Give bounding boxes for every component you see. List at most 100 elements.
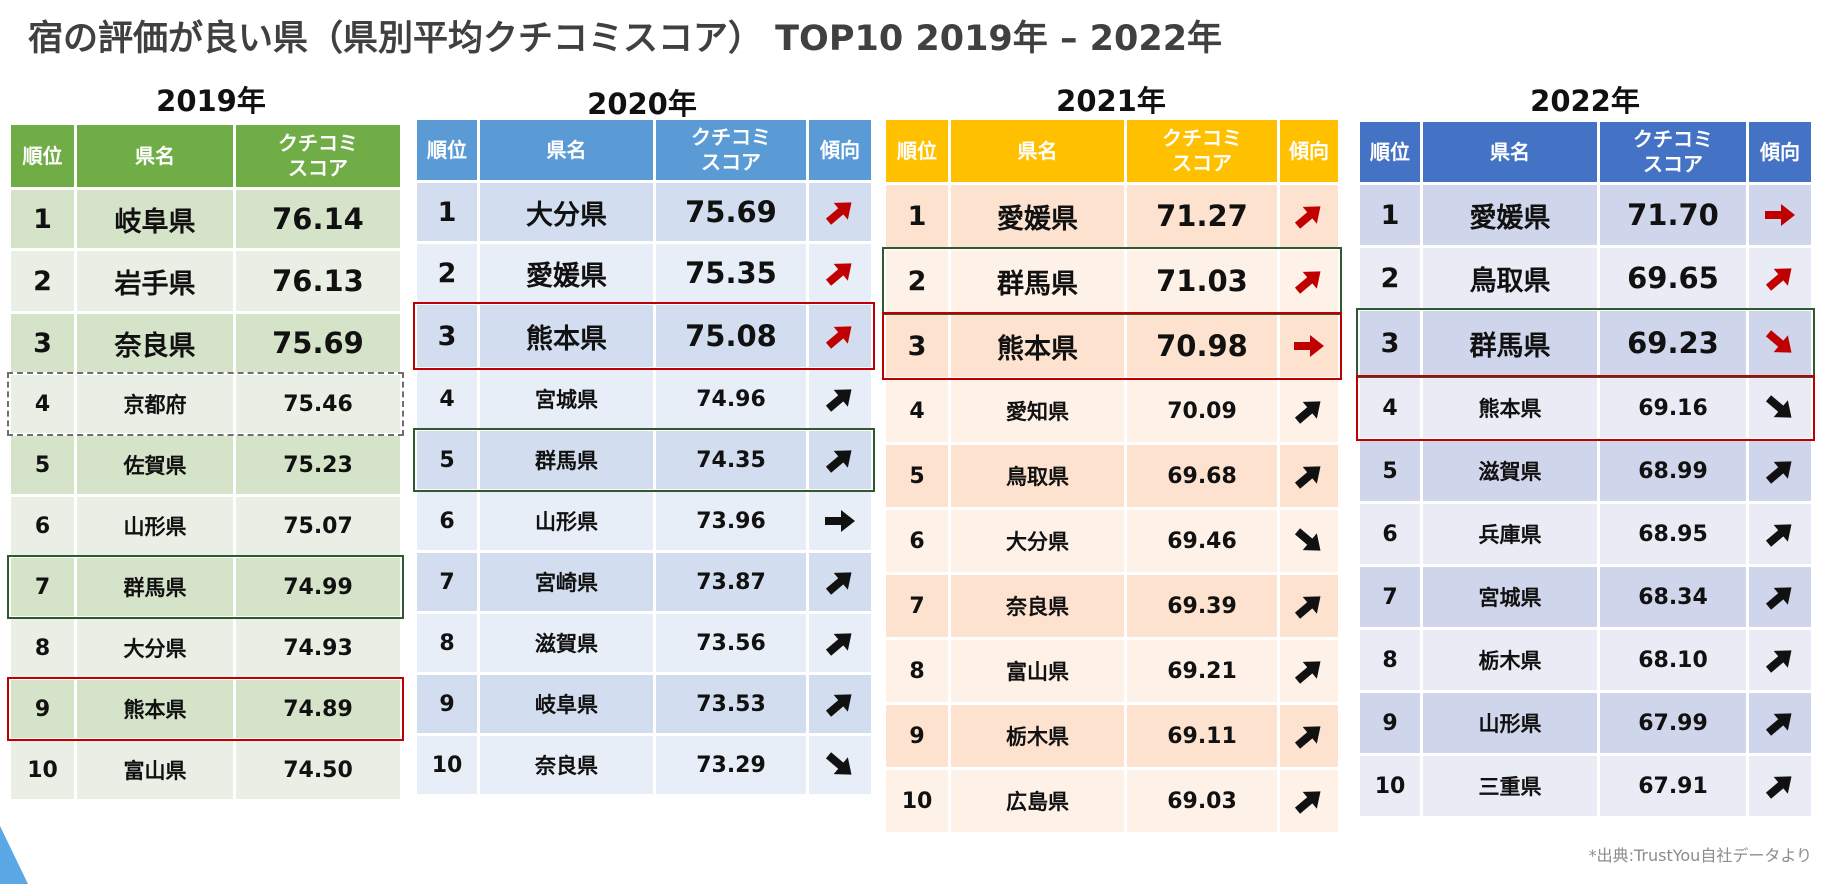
table-row: 7 群馬県 74.99 <box>11 558 400 616</box>
header-score: クチコミ スコア <box>236 125 400 187</box>
score-cell: 67.99 <box>1600 693 1746 753</box>
rank-cell: 4 <box>11 375 74 433</box>
table-row: 1 愛媛県 71.70 <box>1360 185 1811 245</box>
prefecture-cell: 鳥取県 <box>1423 248 1597 308</box>
score-cell: 70.09 <box>1127 380 1277 442</box>
rank-cell: 8 <box>11 619 74 677</box>
arrow-up-right-icon <box>1294 791 1321 814</box>
arrow-right-icon <box>825 510 855 532</box>
table-row: 2 岩手県 76.13 <box>11 251 400 311</box>
table-row: 8 大分県 74.93 <box>11 619 400 677</box>
ranking-table-2020: 順位 県名 クチコミ スコア 傾向 1 大分県 75.69 2 愛媛県 75.35 3 熊本県 75.0… <box>414 117 874 797</box>
trend-cell <box>1280 380 1338 442</box>
score-cell: 74.50 <box>236 741 400 799</box>
prefecture-cell: 群馬県 <box>951 250 1124 312</box>
prefecture-cell: 熊本県 <box>77 680 233 738</box>
prefecture-cell: 滋賀県 <box>480 614 653 672</box>
arrow-up-right-icon <box>1294 661 1321 684</box>
arrow-up-right-icon <box>1765 713 1792 736</box>
prefecture-cell: 宮城県 <box>1423 567 1597 627</box>
rank-cell: 9 <box>886 705 948 767</box>
prefecture-cell: 奈良県 <box>951 575 1124 637</box>
rank-cell: 4 <box>886 380 948 442</box>
rank-cell: 3 <box>11 314 74 372</box>
score-cell: 73.87 <box>656 553 806 611</box>
table-row: 1 大分県 75.69 <box>417 183 871 241</box>
prefecture-cell: 熊本県 <box>1423 378 1597 438</box>
rank-cell: 6 <box>11 497 74 555</box>
arrow-up-right-icon <box>1765 461 1792 484</box>
table-row: 2 群馬県 71.03 <box>886 250 1338 312</box>
rank-cell: 8 <box>886 640 948 702</box>
arrow-up-right-icon <box>825 633 852 656</box>
score-cell: 75.23 <box>236 436 400 494</box>
score-cell: 68.10 <box>1600 630 1746 690</box>
table-row: 3 群馬県 69.23 <box>1360 311 1811 375</box>
trend-cell <box>809 492 871 550</box>
trend-cell <box>809 614 871 672</box>
table-row: 8 栃木県 68.10 <box>1360 630 1811 690</box>
header-score: クチコミ スコア <box>1600 122 1746 182</box>
prefecture-cell: 愛媛県 <box>480 244 653 302</box>
year-label: 2019年 <box>156 84 266 118</box>
prefecture-cell: 群馬県 <box>1423 311 1597 375</box>
score-cell: 76.14 <box>236 190 400 248</box>
trend-cell <box>809 370 871 428</box>
trend-cell <box>1749 311 1811 375</box>
prefecture-cell: 滋賀県 <box>1423 441 1597 501</box>
trend-cell <box>1280 575 1338 637</box>
arrow-up-right-icon <box>1765 587 1792 610</box>
trend-cell <box>809 736 871 794</box>
rank-cell: 1 <box>886 185 948 247</box>
arrow-up-right-icon <box>825 572 852 595</box>
score-cell: 73.29 <box>656 736 806 794</box>
trend-cell <box>1280 445 1338 507</box>
table-row: 3 奈良県 75.69 <box>11 314 400 372</box>
table-row: 9 山形県 67.99 <box>1360 693 1811 753</box>
rank-cell: 5 <box>11 436 74 494</box>
table-row: 5 群馬県 74.35 <box>417 431 871 489</box>
score-cell: 69.16 <box>1600 378 1746 438</box>
prefecture-cell: 山形県 <box>480 492 653 550</box>
arrow-up-right-icon <box>825 263 852 286</box>
rank-cell: 10 <box>417 736 477 794</box>
arrow-right-icon <box>1294 335 1324 357</box>
score-cell: 69.65 <box>1600 248 1746 308</box>
arrow-up-right-icon <box>825 326 852 349</box>
table-row: 3 熊本県 75.08 <box>417 305 871 367</box>
arrow-up-right-icon <box>1294 206 1321 229</box>
header-rank: 順位 <box>417 120 477 180</box>
score-cell: 73.56 <box>656 614 806 672</box>
rank-cell: 5 <box>886 445 948 507</box>
rank-cell: 2 <box>11 251 74 311</box>
prefecture-cell: 山形県 <box>77 497 233 555</box>
score-cell: 71.27 <box>1127 185 1277 247</box>
prefecture-cell: 佐賀県 <box>77 436 233 494</box>
arrow-up-right-icon <box>825 694 852 717</box>
trend-cell <box>1280 705 1338 767</box>
prefecture-cell: 群馬県 <box>77 558 233 616</box>
rank-cell: 6 <box>417 492 477 550</box>
prefecture-cell: 大分県 <box>480 183 653 241</box>
score-cell: 76.13 <box>236 251 400 311</box>
table-row: 7 宮城県 68.34 <box>1360 567 1811 627</box>
arrow-up-right-icon <box>1765 268 1792 291</box>
header-score: クチコミ スコア <box>656 120 806 180</box>
prefecture-cell: 愛媛県 <box>1423 185 1597 245</box>
table-row: 9 熊本県 74.89 <box>11 680 400 738</box>
table-row: 6 大分県 69.46 <box>886 510 1338 572</box>
trend-cell <box>809 183 871 241</box>
trend-cell <box>1280 510 1338 572</box>
table-row: 7 宮崎県 73.87 <box>417 553 871 611</box>
arrow-up-right-icon <box>1294 726 1321 749</box>
prefecture-cell: 群馬県 <box>480 431 653 489</box>
table-row: 10 広島県 69.03 <box>886 770 1338 832</box>
table-row: 1 岐阜県 76.14 <box>11 190 400 248</box>
prefecture-cell: 愛媛県 <box>951 185 1124 247</box>
rank-cell: 1 <box>11 190 74 248</box>
prefecture-cell: 奈良県 <box>480 736 653 794</box>
arrow-up-right-icon <box>825 450 852 473</box>
prefecture-cell: 熊本県 <box>480 305 653 367</box>
arrow-up-right-icon <box>825 389 852 412</box>
table-row: 10 三重県 67.91 <box>1360 756 1811 816</box>
